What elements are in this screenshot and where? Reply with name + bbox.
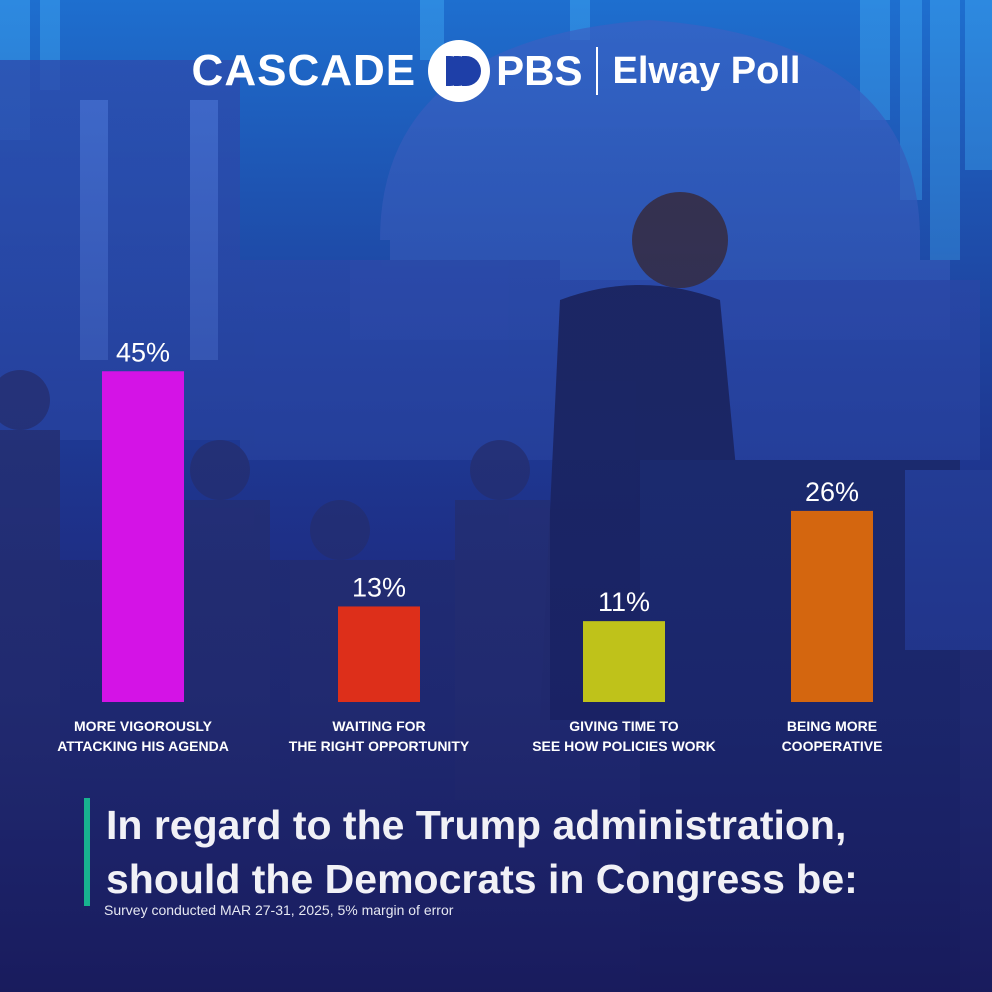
chart-title: In regard to the Trump administration, s… <box>84 798 986 906</box>
value-label-2: 13% <box>352 572 406 602</box>
category-label-line: ATTACKING HIS AGENDA <box>57 738 229 754</box>
bar-1 <box>102 371 184 702</box>
category-label-line: THE RIGHT OPPORTUNITY <box>289 738 470 754</box>
value-label-1: 45% <box>116 337 170 367</box>
value-label-3: 11% <box>598 587 650 617</box>
category-label-line: SEE HOW POLICIES WORK <box>532 738 716 754</box>
category-label-2: WAITING FOR THE RIGHT OPPORTUNITY <box>289 718 470 754</box>
bar-chart: 45% MORE VIGOROUSLY ATTACKING HIS AGENDA 13… <box>57 337 883 754</box>
pbs-logo-text: PBS <box>496 47 583 94</box>
brand-header: CASCADE PBS Elway Poll <box>0 40 992 102</box>
category-label-line: WAITING FOR <box>332 718 425 734</box>
bar-2 <box>338 606 420 702</box>
header-divider <box>596 47 599 95</box>
category-label-1: MORE VIGOROUSLY ATTACKING HIS AGENDA <box>57 718 229 754</box>
pbs-head-icon <box>428 40 491 102</box>
category-label-3: GIVING TIME TO SEE HOW POLICIES WORK <box>532 718 716 754</box>
category-label-line: COOPERATIVE <box>782 738 883 754</box>
cascade-logo-text: CASCADE <box>191 46 417 95</box>
category-label-line: GIVING TIME TO <box>569 718 679 734</box>
elway-poll-text: Elway Poll <box>612 49 801 92</box>
bar-3 <box>583 621 665 702</box>
category-label-line: BEING MORE <box>787 718 877 734</box>
bar-4 <box>791 510 873 702</box>
category-label-line: MORE VIGOROUSLY <box>74 718 213 734</box>
value-label-4: 26% <box>805 477 859 507</box>
survey-note: Survey conducted MAR 27-31, 2025, 5% mar… <box>104 902 454 918</box>
category-label-4: BEING MORE COOPERATIVE <box>782 718 883 754</box>
